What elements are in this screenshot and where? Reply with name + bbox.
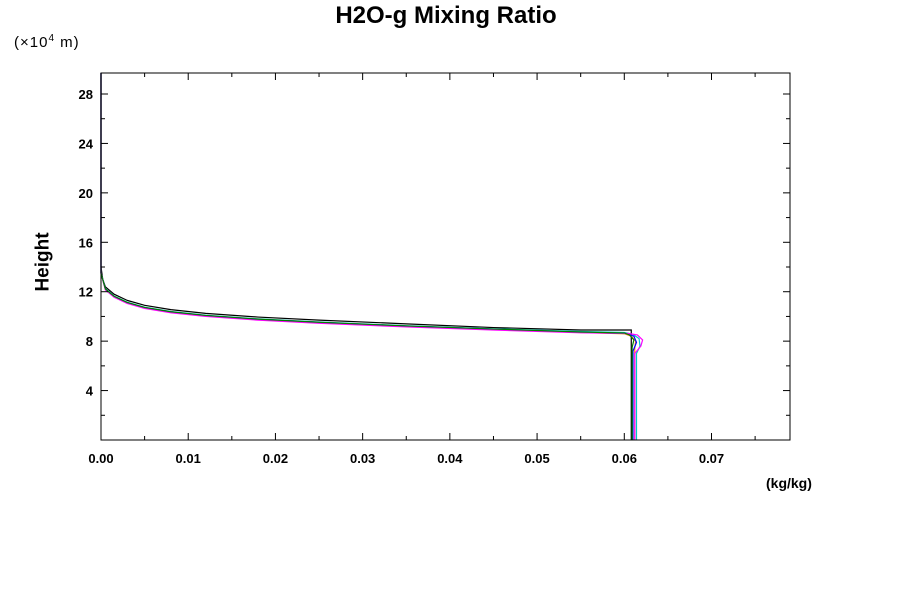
x-tick-label: 0.07: [699, 451, 724, 466]
x-tick-label: 0.05: [524, 451, 549, 466]
x-tick-label: 0.00: [88, 451, 113, 466]
x-tick-label: 0.03: [350, 451, 375, 466]
y-unit-suffix: m): [55, 34, 80, 51]
y-tick-label: 8: [86, 334, 93, 349]
y-axis-unit: (×104 m): [14, 33, 80, 51]
y-tick-label: 16: [79, 235, 93, 250]
series-line-3: [100, 73, 641, 440]
y-tick-label: 4: [86, 384, 94, 399]
y-tick-label: 12: [79, 285, 93, 300]
y-unit-prefix: (×10: [14, 34, 49, 51]
x-tick-label: 0.01: [176, 451, 201, 466]
x-tick-label: 0.02: [263, 451, 288, 466]
x-tick-label: 0.06: [612, 451, 637, 466]
y-tick-label: 24: [79, 136, 94, 151]
axes-layer: 0.00 0.01 0.02 0.03 0.04 0.05 0.06 0.07 4 8 12 16 20…: [79, 72, 791, 466]
y-unit-exponent: 4: [48, 33, 56, 44]
series-line-1: [100, 73, 632, 440]
y-tick-label: 20: [79, 186, 93, 201]
series-line-5: [100, 73, 644, 440]
series-line-4: [100, 73, 638, 440]
series-line-6: [100, 73, 635, 440]
chart-title: H2O-g Mixing Ratio: [335, 2, 557, 29]
x-axis-unit: (kg/kg): [766, 475, 812, 491]
series-layer: [100, 73, 644, 440]
series-line-2: [100, 73, 637, 440]
plot-frame: [100, 72, 791, 441]
x-tick-label: 0.04: [437, 451, 463, 466]
y-tick-label: 28: [79, 87, 93, 102]
